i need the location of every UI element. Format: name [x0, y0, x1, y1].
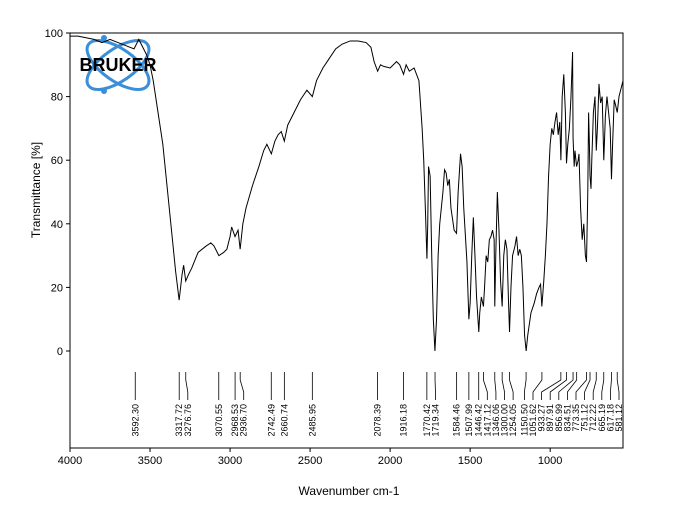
peak-marker [592, 372, 597, 400]
peak-marker [541, 372, 562, 400]
peak-label: 1417.12 [482, 404, 492, 437]
peak-label: 1150.50 [519, 404, 529, 436]
logo-text: BRUKER [79, 55, 156, 75]
y-tick-label: 80 [51, 92, 63, 104]
peak-label: 617.18 [605, 404, 615, 432]
logo: BRUKER [79, 35, 157, 94]
peak-label: 581.12 [614, 404, 624, 432]
peak-label: 665.19 [597, 404, 607, 432]
y-axis-label: Transmittance [%] [29, 142, 43, 238]
peak-label: 3592.30 [130, 404, 140, 437]
peak-label: 1507.99 [464, 404, 474, 437]
peak-marker [501, 372, 505, 400]
peak-marker [558, 372, 574, 400]
peak-label: 2660.74 [279, 404, 289, 437]
peak-label: 3070.55 [214, 404, 224, 437]
peak-marker [483, 372, 488, 400]
peak-label: 897.91 [545, 404, 555, 432]
peak-marker [524, 372, 527, 400]
y-tick-label: 40 [51, 219, 63, 231]
y-tick-label: 20 [51, 282, 63, 294]
peak-label: 2742.49 [266, 404, 276, 437]
peak-label: 1770.42 [422, 404, 432, 437]
peak-label: 1446.42 [474, 404, 484, 437]
peak-label: 2485.95 [307, 404, 317, 437]
peak-marker [494, 372, 497, 400]
peak-marker [185, 372, 189, 400]
peak-label: 3276.76 [183, 404, 193, 437]
peak-label: 1300.00 [500, 404, 510, 437]
peak-marker [509, 372, 514, 400]
peak-label: 933.27 [537, 404, 547, 432]
spectrum-line [70, 35, 624, 352]
peak-marker [601, 372, 605, 400]
x-tick-label: 1500 [458, 455, 482, 467]
x-tick-label: 2000 [378, 455, 402, 467]
peak-marker [610, 372, 612, 400]
peak-marker [549, 372, 567, 400]
peak-marker [575, 372, 587, 400]
peak-label: 1584.46 [452, 404, 462, 437]
peak-label: 834.51 [562, 404, 572, 432]
peak-label: 1719.34 [430, 404, 440, 437]
y-tick-label: 0 [57, 346, 63, 358]
x-axis-label: Wavenumber cm-1 [299, 484, 400, 498]
y-tick-label: 100 [45, 28, 63, 40]
peak-label: 751.12 [580, 404, 590, 432]
x-tick-label: 3000 [218, 455, 242, 467]
peak-marker [584, 372, 591, 400]
peak-label: 1051.62 [528, 404, 538, 437]
peak-label: 1346.06 [491, 404, 501, 437]
peak-label: 856.99 [554, 404, 564, 432]
peak-label: 773.35 [571, 404, 581, 432]
x-tick-label: 4000 [58, 455, 82, 467]
peak-label: 1916.18 [399, 404, 409, 437]
x-tick-label: 2500 [298, 455, 322, 467]
peak-label: 3317.72 [174, 404, 184, 437]
plot-frame [69, 32, 624, 449]
x-tick-label: 1000 [538, 455, 562, 467]
peak-label: 1254.05 [508, 404, 518, 437]
peak-marker [532, 372, 543, 400]
peak-label: 2078.39 [373, 404, 383, 437]
y-tick-label: 60 [51, 155, 63, 167]
peak-marker [616, 372, 620, 400]
peak-label: 712.22 [588, 404, 598, 432]
peak-label: 2936.70 [239, 404, 249, 437]
peak-marker [239, 372, 245, 400]
x-tick-label: 3500 [138, 455, 162, 467]
peak-label: 2968.53 [230, 404, 240, 437]
peak-marker [567, 372, 578, 400]
